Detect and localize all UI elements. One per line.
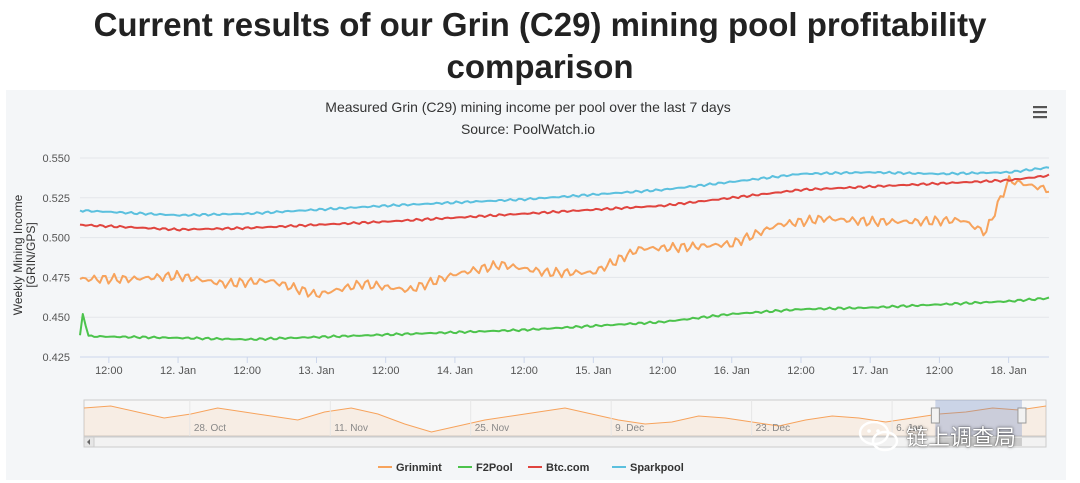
legend: Grinmint F2Pool Btc.com Sparkpool xyxy=(378,462,684,474)
navigator-series-line xyxy=(83,405,1047,433)
x-tick-label: 12:00 xyxy=(926,365,954,377)
scroll-left-arrow-icon xyxy=(87,439,90,445)
x-tick-label: 12:00 xyxy=(510,365,538,377)
x-tick-label: 14. Jan xyxy=(437,365,473,377)
navigator-tick-label: 23. Dec xyxy=(756,423,790,434)
legend-label: Sparkpool xyxy=(630,462,684,474)
x-tick-label: 12:00 xyxy=(234,365,262,377)
series-line-sparkpool xyxy=(79,166,1050,217)
y-tick-label: 0.475 xyxy=(42,272,70,284)
series-line-grinmint xyxy=(79,175,1050,299)
hamburger-menu-icon xyxy=(1033,106,1047,119)
legend-item-grinmint[interactable]: Grinmint xyxy=(378,462,442,474)
legend-label: F2Pool xyxy=(476,462,513,474)
page-title-line-1: Current results of our Grin (C29) mining… xyxy=(93,6,987,43)
chart-title: Measured Grin (C29) mining income per po… xyxy=(325,99,730,115)
y-tick-label: 0.425 xyxy=(42,352,70,364)
y-tick-label: 0.550 xyxy=(42,153,70,165)
navigator-tick-label: 6. Jan xyxy=(896,423,923,434)
plot-series xyxy=(79,166,1050,341)
chart-subtitle: Source: PoolWatch.io xyxy=(461,121,595,137)
x-tick-label: 18. Jan xyxy=(991,365,1027,377)
x-tick-label: 13. Jan xyxy=(298,365,334,377)
navigator-selection[interactable] xyxy=(935,400,1022,436)
y-tick-label: 0.450 xyxy=(42,312,70,324)
navigator[interactable]: 28. Oct 11. Nov 25. Nov 9. Dec 23. Dec 6. Jan xyxy=(83,399,1047,448)
legend-item-btc-com[interactable]: Btc.com xyxy=(528,462,590,474)
watermark-text: 链上调查局 xyxy=(906,426,1017,451)
navigator-scrollbar-thumb[interactable] xyxy=(935,438,1022,446)
y-axis-ticks: 0.425 0.450 0.475 0.500 0.525 0.550 xyxy=(42,153,70,364)
x-tick-label: 12. Jan xyxy=(160,365,196,377)
x-tick-label: 12:00 xyxy=(372,365,400,377)
legend-item-f2pool[interactable]: F2Pool xyxy=(458,462,513,474)
navigator-area xyxy=(83,399,1047,437)
page-title: Current results of our Grin (C29) mining… xyxy=(0,4,1080,88)
series-line-btc-com xyxy=(79,173,1050,232)
watermark: 链上调查局 xyxy=(858,416,1058,456)
y-axis-title: Weekly Mining Income [GRIN/GPS] xyxy=(11,194,38,315)
navigator-area-fill xyxy=(84,406,1046,436)
navigator-left-handle[interactable] xyxy=(930,407,940,424)
navigator-tick-label: 25. Nov xyxy=(475,423,509,434)
navigator-tick-label: 11. Nov xyxy=(334,423,368,434)
x-tick-label: 12:00 xyxy=(649,365,677,377)
x-tick-label: 17. Jan xyxy=(852,365,888,377)
y-axis-title-line-2: [GRIN/GPS] xyxy=(24,222,38,287)
x-tick-label: 15. Jan xyxy=(575,365,611,377)
y-tick-label: 0.500 xyxy=(42,233,70,245)
wechat-icon xyxy=(858,420,899,452)
chart-menu-button[interactable] xyxy=(1026,100,1054,124)
x-tick-label: 16. Jan xyxy=(714,365,750,377)
series-line-f2pool xyxy=(79,296,1050,341)
legend-label: Grinmint xyxy=(396,462,442,474)
navigator-right-handle[interactable] xyxy=(1017,407,1027,424)
legend-item-sparkpool[interactable]: Sparkpool xyxy=(612,462,684,474)
y-tick-label: 0.525 xyxy=(42,193,70,205)
navigator-tick-label: 28. Oct xyxy=(194,423,226,434)
x-tick-label: 12:00 xyxy=(787,365,815,377)
page-title-line-2: comparison xyxy=(446,48,634,85)
y-axis-title-line-1: Weekly Mining Income xyxy=(11,194,25,315)
x-tick-label: 12:00 xyxy=(95,365,123,377)
x-axis-ticks: 12:00 12. Jan 12:00 13. Jan 12:00 14. Jan 12:0… xyxy=(80,356,1049,377)
navigator-tick-label: 9. Dec xyxy=(615,423,644,434)
legend-label: Btc.com xyxy=(546,462,590,474)
